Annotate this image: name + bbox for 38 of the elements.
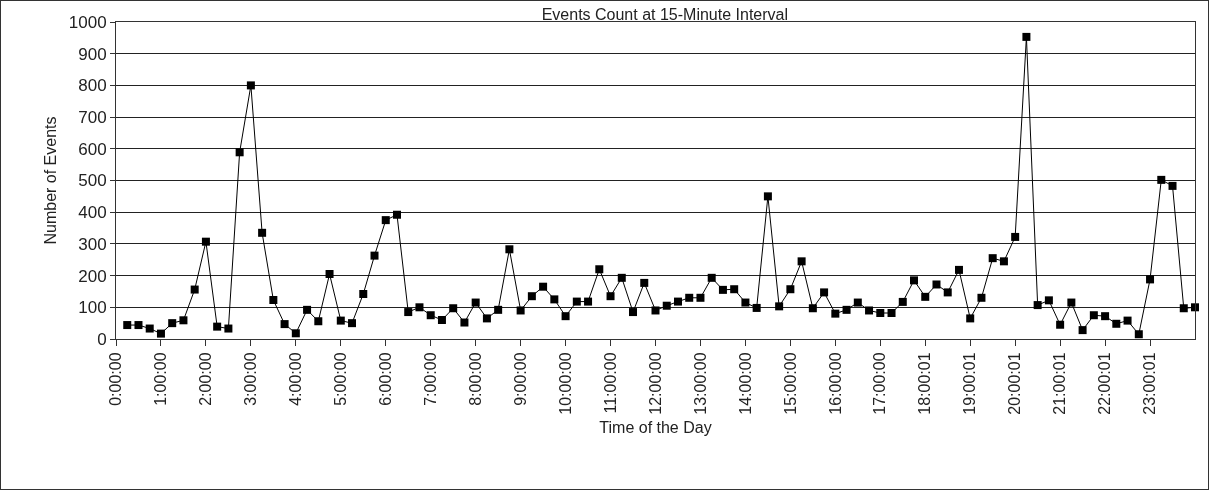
x-tick-label: 15:00:00 [781,352,799,415]
x-tick-label: 3:00:00 [242,352,260,406]
x-tick-label: 19:00:01 [961,352,979,415]
x-tick-label: 21:00:01 [1051,352,1069,415]
x-tick-label: 12:00:00 [646,352,664,415]
x-tick-label: 4:00:00 [287,352,305,406]
x-tick-label: 7:00:00 [421,352,439,406]
y-tick-label: 600 [78,139,107,159]
x-tick-label: 22:00:01 [1096,352,1114,415]
y-tick-label: 0 [97,329,107,349]
x-tick-label: 8:00:00 [466,352,484,406]
y-tick-label: 200 [78,266,107,286]
x-tick-label: 23:00:01 [1141,352,1159,415]
chart-title: Events Count at 15-Minute Interval [541,5,789,23]
y-tick-label: 400 [78,203,107,223]
x-tick-label: 9:00:00 [511,352,529,406]
x-tick-label: 10:00:00 [556,352,574,415]
x-axis-title: Time of the Day [599,419,712,437]
y-tick-label: 500 [78,171,107,191]
x-tick-label: 20:00:01 [1006,352,1024,415]
x-tick-label: 6:00:00 [376,352,394,406]
x-tick-label: 2:00:00 [197,352,215,406]
x-tick-label: 13:00:00 [691,352,709,415]
x-tick-label: 1:00:00 [152,352,170,406]
y-tick-label: 900 [78,44,107,64]
y-tick-label: 100 [78,298,107,318]
y-tick-label: 700 [78,108,107,128]
x-tick-label: 11:00:00 [601,352,619,414]
y-tick-label: 300 [78,234,107,254]
x-tick-label: 16:00:00 [826,352,844,415]
y-tick-label: 800 [78,76,107,96]
y-tick-label: 1000 [68,12,107,32]
x-tick-label: 18:00:01 [916,352,934,415]
x-tick-label: 17:00:00 [871,352,889,415]
x-tick-label: 14:00:00 [736,352,754,415]
x-tick-label: 5:00:00 [331,352,349,406]
x-tick-label: 0:00:00 [107,352,125,406]
y-axis-title: Number of Events [41,116,59,245]
